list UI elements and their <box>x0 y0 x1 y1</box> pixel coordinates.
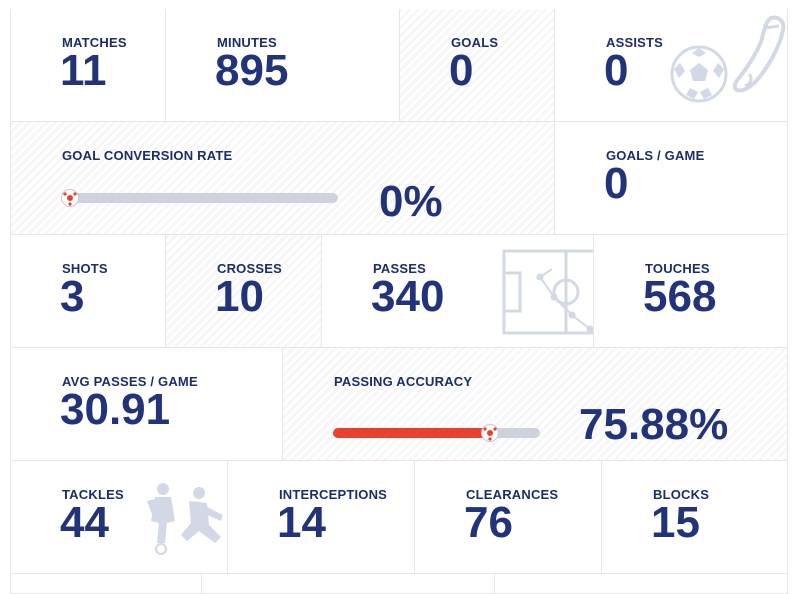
conversion-value: 0% <box>379 177 443 226</box>
stat-value: 0 <box>604 46 629 95</box>
stat-matches: MATCHES 11 <box>10 9 166 122</box>
stat-label: MINUTES <box>217 35 277 50</box>
conversion-progress-track <box>70 193 338 203</box>
stat-value: 15 <box>651 498 700 547</box>
stat-value: 0 <box>604 159 629 208</box>
stat-label: MATCHES <box>62 35 127 50</box>
stat-passing-accuracy: PASSING ACCURACY 75.88% <box>283 348 788 461</box>
players-tackle-icon <box>147 483 223 555</box>
stat-value: 340 <box>371 272 445 321</box>
stat-value: 76 <box>464 498 513 547</box>
football-boot-icon <box>732 15 786 93</box>
pitch-diagram-icon <box>502 249 593 335</box>
stat-clearances: CLEARANCES 76 <box>415 461 602 574</box>
stat-value: 10 <box>215 272 264 321</box>
stat-label: CLEARANCES <box>466 487 559 502</box>
stat-tackles: TACKLES 44 <box>10 461 228 574</box>
stat-row-partial <box>495 574 788 594</box>
stat-value: 44 <box>60 498 109 547</box>
accuracy-progress-track <box>333 428 540 438</box>
stat-label: PASSING ACCURACY <box>334 374 473 389</box>
stat-label: CROSSES <box>217 261 282 276</box>
stat-label: AVG PASSES / GAME <box>62 374 198 389</box>
stat-goals: GOALS 0 <box>400 9 555 122</box>
stat-avg-passes: AVG PASSES / GAME 30.91 <box>10 348 283 461</box>
stat-row-partial <box>202 574 495 594</box>
stat-passes: PASSES 340 <box>322 235 594 348</box>
stat-value: 3 <box>60 272 85 321</box>
stat-label: BLOCKS <box>653 487 710 502</box>
stat-value: 30.91 <box>60 385 171 434</box>
stat-goals-per-game: GOALS / GAME 0 <box>555 122 788 235</box>
stat-label: GOALS / GAME <box>606 148 705 163</box>
stat-value: 895 <box>215 46 289 95</box>
stat-label: ASSISTS <box>606 35 664 50</box>
stat-label: TOUCHES <box>645 261 710 276</box>
stat-assists: ASSISTS 0 <box>555 9 788 122</box>
stat-interceptions: INTERCEPTIONS 14 <box>228 461 415 574</box>
accuracy-value: 75.88% <box>579 400 729 449</box>
stat-crosses: CROSSES 10 <box>166 235 322 348</box>
stat-label: SHOTS <box>62 261 108 276</box>
stat-value: 0 <box>449 46 474 95</box>
stat-shots: SHOTS 3 <box>10 235 166 348</box>
stat-value: 11 <box>60 46 107 95</box>
football-marker-icon <box>61 189 79 207</box>
stat-touches: TOUCHES 568 <box>594 235 788 348</box>
football-icon <box>670 45 728 103</box>
stat-label: PASSES <box>373 261 426 276</box>
stat-label: GOALS <box>451 35 499 50</box>
stat-row-partial <box>10 574 202 594</box>
stat-value: 14 <box>277 498 326 547</box>
stat-blocks: BLOCKS 15 <box>602 461 788 574</box>
stat-value: 568 <box>643 272 717 321</box>
stat-label: INTERCEPTIONS <box>279 487 388 502</box>
stat-label: TACKLES <box>62 487 124 502</box>
stat-minutes: MINUTES 895 <box>166 9 400 122</box>
accuracy-progress-fill <box>333 428 491 438</box>
football-marker-icon <box>481 424 500 442</box>
stat-goal-conversion: GOAL CONVERSION RATE 0% <box>10 122 555 235</box>
stat-label: GOAL CONVERSION RATE <box>62 148 233 163</box>
